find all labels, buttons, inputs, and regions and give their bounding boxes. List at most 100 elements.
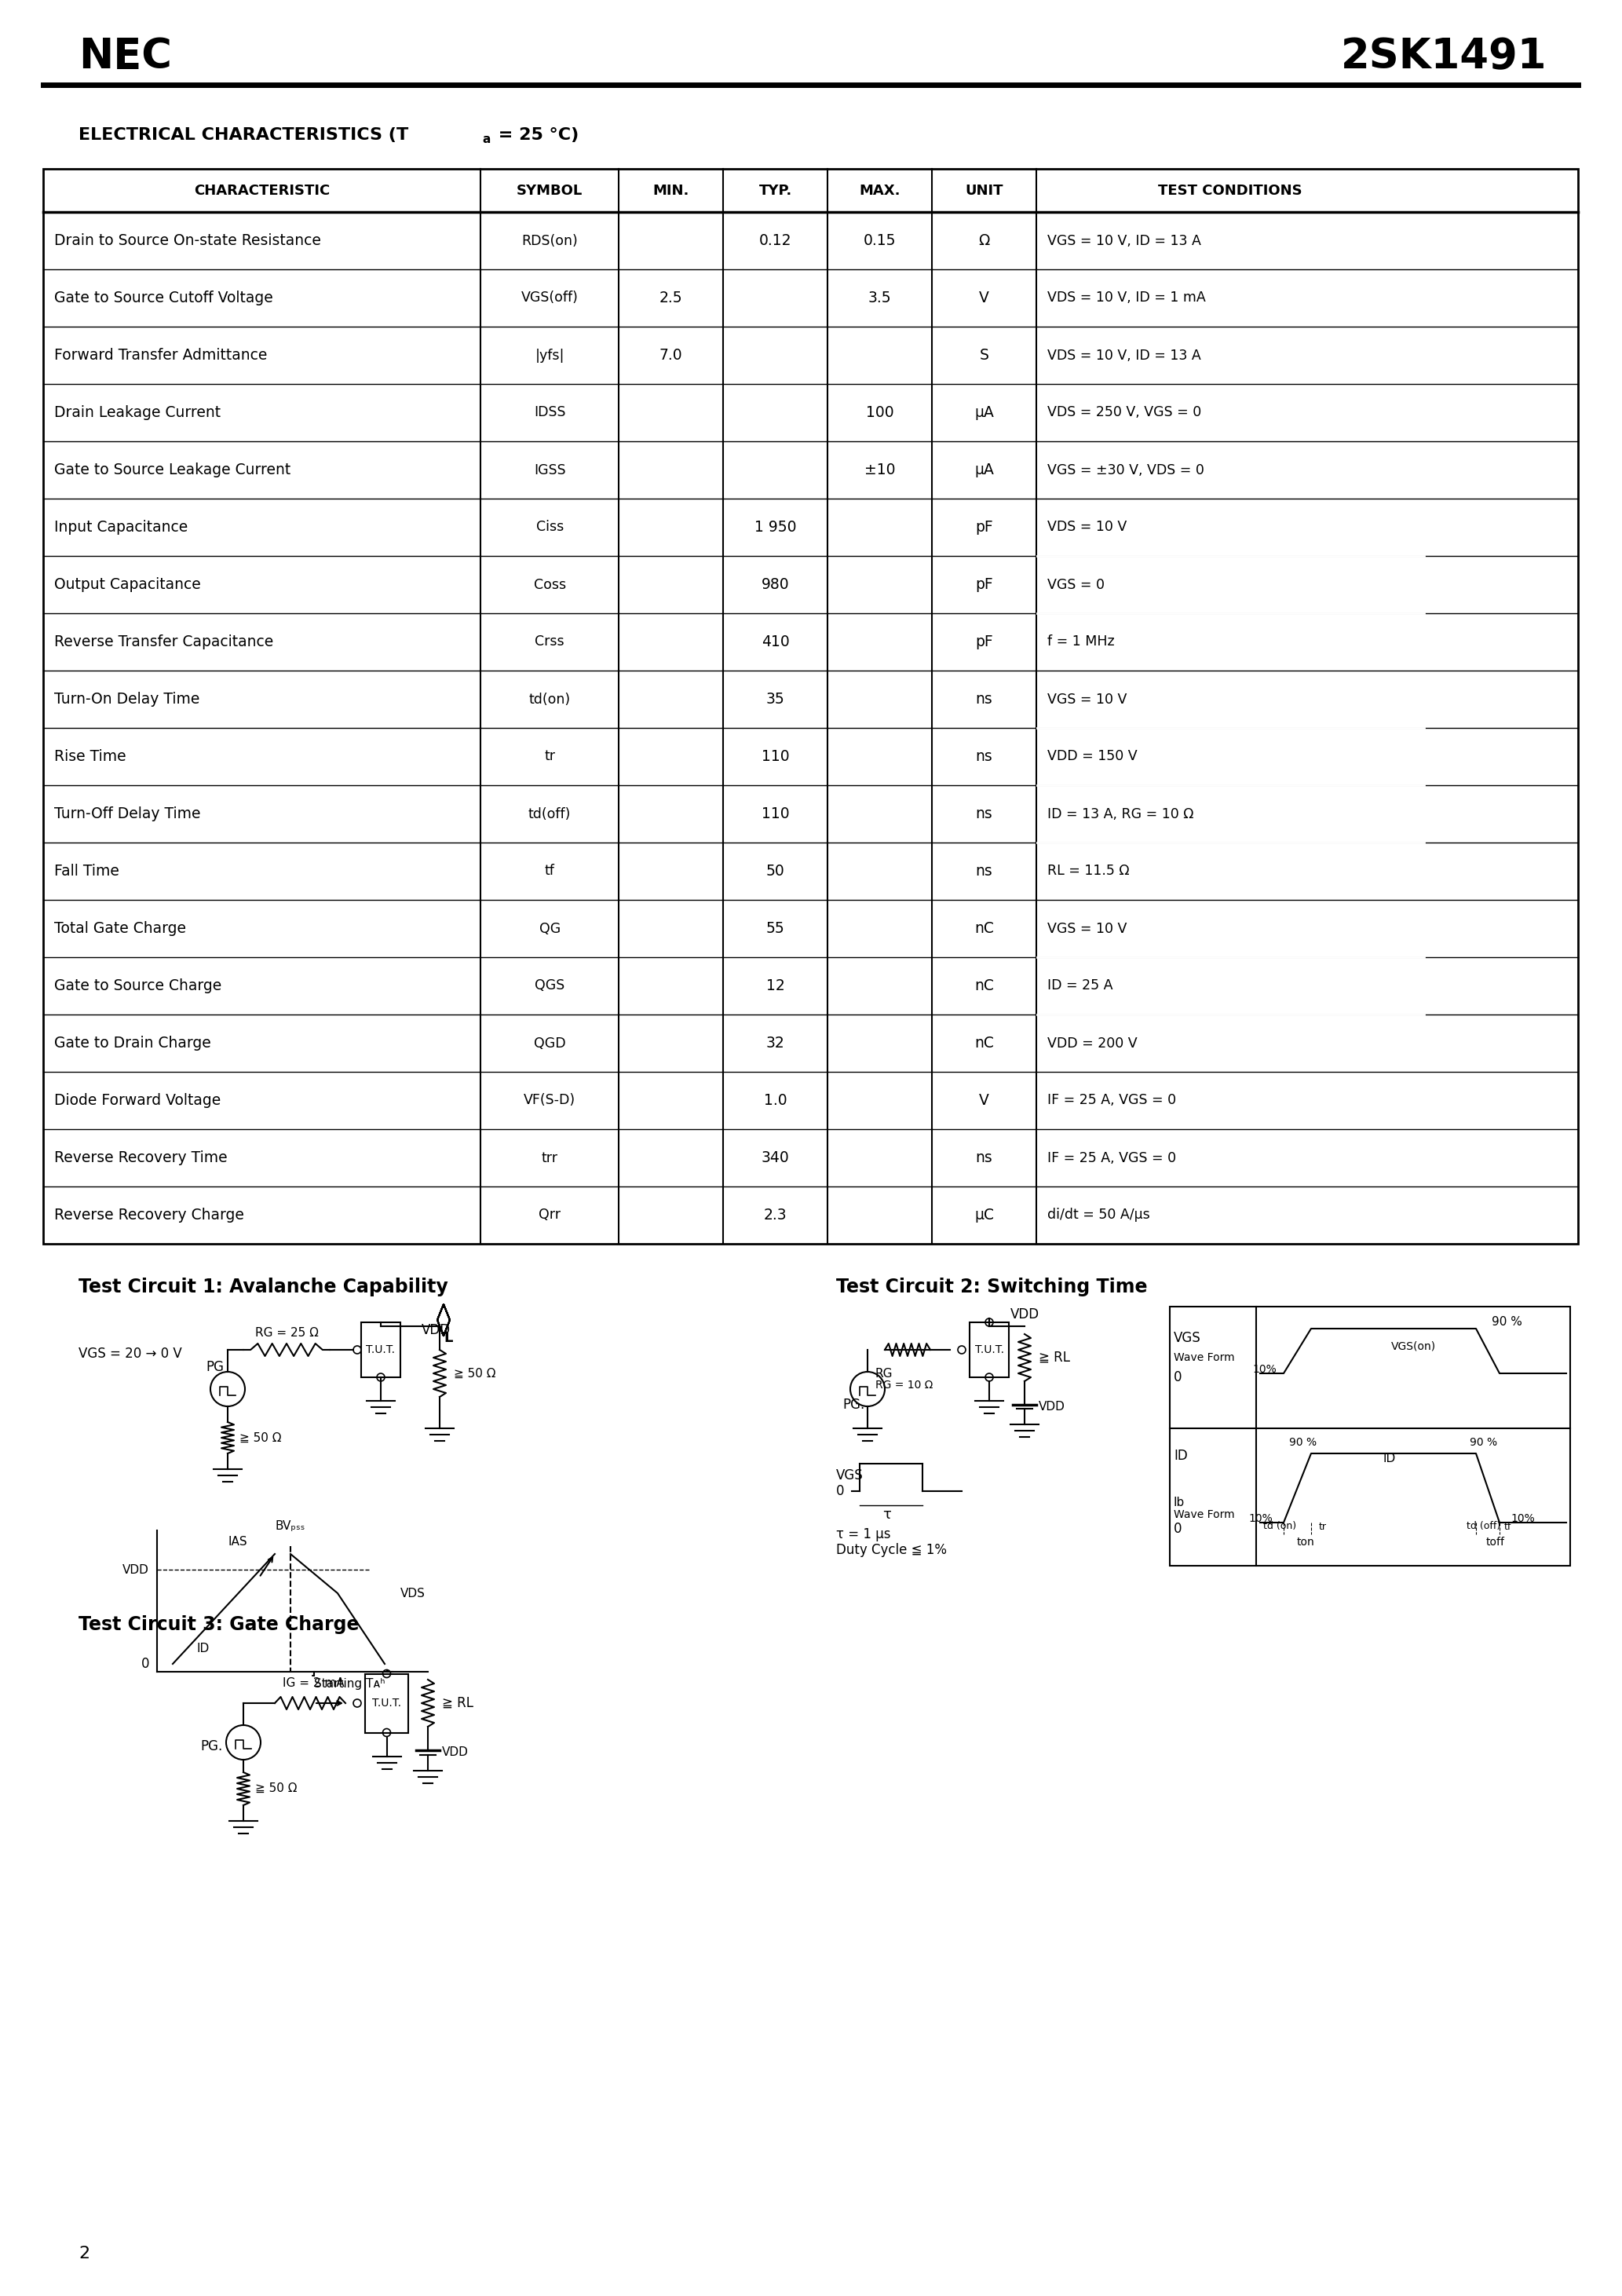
Text: 110: 110 xyxy=(761,748,790,765)
Text: Gate to Source Leakage Current: Gate to Source Leakage Current xyxy=(54,461,290,478)
Text: Total Gate Charge: Total Gate Charge xyxy=(54,921,187,937)
Text: IG = 2 mA: IG = 2 mA xyxy=(282,1678,344,1690)
Text: Test Circuit 1: Avalanche Capability: Test Circuit 1: Avalanche Capability xyxy=(78,1277,448,1297)
Text: 35: 35 xyxy=(766,691,785,707)
Text: ns: ns xyxy=(975,691,993,707)
Text: V: V xyxy=(980,1093,989,1109)
Text: Input Capacitance: Input Capacitance xyxy=(54,519,188,535)
Text: Fall Time: Fall Time xyxy=(54,863,120,879)
Text: Qrr: Qrr xyxy=(539,1208,561,1221)
Text: Output Capacitance: Output Capacitance xyxy=(54,576,201,592)
Text: Ciss: Ciss xyxy=(535,521,563,535)
Text: PG.: PG. xyxy=(842,1398,865,1412)
Text: VGS = 10 V, ID = 13 A: VGS = 10 V, ID = 13 A xyxy=(1048,234,1200,248)
Text: ≧ RL: ≧ RL xyxy=(1038,1350,1071,1364)
Text: ≧ 50 Ω: ≧ 50 Ω xyxy=(240,1433,282,1444)
Text: Diode Forward Voltage: Diode Forward Voltage xyxy=(54,1093,221,1109)
Text: 90 %: 90 % xyxy=(1470,1437,1497,1449)
Text: RL = 11.5 Ω: RL = 11.5 Ω xyxy=(1048,863,1129,879)
Text: nC: nC xyxy=(975,978,994,994)
Text: Coss: Coss xyxy=(534,579,566,592)
Text: td(off): td(off) xyxy=(529,806,571,822)
Text: QGS: QGS xyxy=(535,978,564,992)
Text: Wave Form: Wave Form xyxy=(1174,1352,1234,1364)
Text: τ = 1 μs: τ = 1 μs xyxy=(835,1527,890,1541)
Text: Wave Form: Wave Form xyxy=(1174,1508,1234,1520)
Text: T.U.T.: T.U.T. xyxy=(975,1343,1004,1355)
Text: VDD: VDD xyxy=(1038,1401,1066,1412)
Text: Test Circuit 2: Switching Time: Test Circuit 2: Switching Time xyxy=(835,1277,1147,1297)
Text: tr: tr xyxy=(1319,1522,1327,1531)
Text: VDD: VDD xyxy=(1011,1306,1040,1322)
Text: ID = 13 A, RG = 10 Ω: ID = 13 A, RG = 10 Ω xyxy=(1048,806,1194,822)
Text: 100: 100 xyxy=(866,404,894,420)
Text: 12: 12 xyxy=(766,978,785,994)
Text: VDS = 10 V, ID = 1 mA: VDS = 10 V, ID = 1 mA xyxy=(1048,292,1205,305)
Text: ≧ RL: ≧ RL xyxy=(443,1697,474,1711)
Text: td (on): td (on) xyxy=(1264,1522,1296,1531)
Text: Reverse Transfer Capacitance: Reverse Transfer Capacitance xyxy=(54,634,274,650)
Text: CHARACTERISTIC: CHARACTERISTIC xyxy=(195,184,329,197)
Text: IGSS: IGSS xyxy=(534,464,566,478)
Bar xyxy=(44,170,1578,1244)
Text: Ib: Ib xyxy=(1174,1497,1186,1508)
Text: VDD: VDD xyxy=(422,1322,451,1336)
Text: pF: pF xyxy=(975,634,993,650)
Text: TYP.: TYP. xyxy=(759,184,792,197)
Text: μA: μA xyxy=(975,461,994,478)
Text: IF = 25 A, VGS = 0: IF = 25 A, VGS = 0 xyxy=(1048,1093,1176,1107)
Text: 1.0: 1.0 xyxy=(764,1093,787,1109)
Text: tr: tr xyxy=(545,748,555,765)
Text: 90 %: 90 % xyxy=(1289,1437,1317,1449)
Text: VDD = 150 V: VDD = 150 V xyxy=(1048,748,1137,765)
Text: pF: pF xyxy=(975,519,993,535)
Text: di/dt = 50 A/μs: di/dt = 50 A/μs xyxy=(1048,1208,1150,1221)
Text: pF: pF xyxy=(975,576,993,592)
Text: BVₚₛₛ: BVₚₛₛ xyxy=(276,1520,305,1531)
Text: |yfs|: |yfs| xyxy=(535,349,564,363)
Text: V: V xyxy=(980,292,989,305)
Text: NEC: NEC xyxy=(78,37,172,78)
Text: ton: ton xyxy=(1296,1536,1314,1548)
Text: ≧ 50 Ω: ≧ 50 Ω xyxy=(454,1368,496,1380)
Text: VDS = 10 V: VDS = 10 V xyxy=(1048,521,1127,535)
Text: ID: ID xyxy=(1174,1449,1187,1463)
Text: nC: nC xyxy=(975,1035,994,1052)
Text: UNIT: UNIT xyxy=(965,184,1002,197)
Text: ns: ns xyxy=(975,748,993,765)
Text: Rise Time: Rise Time xyxy=(54,748,127,765)
Text: μA: μA xyxy=(975,404,994,420)
Text: Crss: Crss xyxy=(535,636,564,650)
Text: TEST CONDITIONS: TEST CONDITIONS xyxy=(1158,184,1302,197)
Text: ns: ns xyxy=(975,1150,993,1166)
Text: Duty Cycle ≦ 1%: Duty Cycle ≦ 1% xyxy=(835,1543,947,1557)
Text: VF(S-D): VF(S-D) xyxy=(524,1093,576,1107)
Text: VGS = 0: VGS = 0 xyxy=(1048,579,1105,592)
Text: 90 %: 90 % xyxy=(1492,1316,1521,1327)
Text: 340: 340 xyxy=(761,1150,790,1166)
Text: ELECTRICAL CHARACTERISTICS (T: ELECTRICAL CHARACTERISTICS (T xyxy=(78,126,409,142)
Text: VDD: VDD xyxy=(443,1747,469,1759)
Text: 2.5: 2.5 xyxy=(659,292,683,305)
Text: ±10: ±10 xyxy=(865,461,895,478)
Bar xyxy=(365,1674,409,1733)
Text: Turn-Off Delay Time: Turn-Off Delay Time xyxy=(54,806,201,822)
Text: trr: trr xyxy=(542,1150,558,1164)
Bar xyxy=(1169,1306,1570,1566)
Text: VGS: VGS xyxy=(1174,1332,1200,1345)
Text: VDS = 250 V, VGS = 0: VDS = 250 V, VGS = 0 xyxy=(1048,406,1202,420)
Text: VGS(on): VGS(on) xyxy=(1390,1341,1435,1352)
Text: VGS = 10 V: VGS = 10 V xyxy=(1048,921,1127,934)
Text: L: L xyxy=(443,1332,453,1345)
Text: T.U.T.: T.U.T. xyxy=(367,1343,396,1355)
Text: VDD = 200 V: VDD = 200 V xyxy=(1048,1035,1137,1049)
Text: 110: 110 xyxy=(761,806,790,822)
Text: Starting Tᴀʰ: Starting Tᴀʰ xyxy=(315,1678,384,1690)
Text: Drain Leakage Current: Drain Leakage Current xyxy=(54,404,221,420)
Text: 0.15: 0.15 xyxy=(863,234,895,248)
Text: 980: 980 xyxy=(761,576,790,592)
Text: 0: 0 xyxy=(141,1658,149,1671)
Text: IF = 25 A, VGS = 0: IF = 25 A, VGS = 0 xyxy=(1048,1150,1176,1164)
Text: nC: nC xyxy=(975,921,994,937)
Text: a: a xyxy=(482,133,490,145)
